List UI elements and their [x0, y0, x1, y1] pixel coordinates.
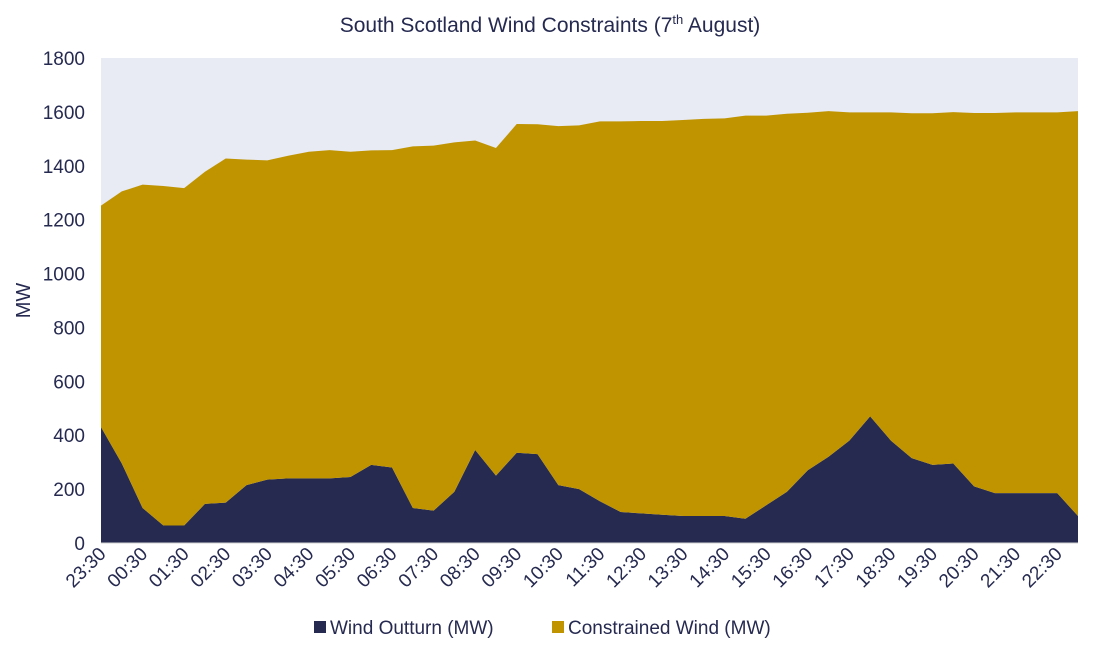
x-tick-label: 19:30 [894, 544, 942, 592]
x-tick-label: 17:30 [810, 544, 858, 592]
x-tick-label: 10:30 [519, 544, 567, 592]
x-tick-label: 15:30 [727, 544, 775, 592]
x-tick-label: 21:30 [977, 544, 1025, 592]
y-tick-label: 1400 [43, 157, 85, 178]
y-axis: 0 200 400 600 800 1000 1200 1400 1600 1800 [43, 49, 85, 555]
y-tick-label: 1800 [43, 49, 85, 70]
area-wind-outturn [101, 416, 1078, 543]
legend-swatch [314, 621, 326, 633]
area-constrained-wind [101, 111, 1078, 526]
x-tick-label: 03:30 [228, 544, 276, 592]
y-tick-label: 1200 [43, 211, 85, 232]
x-tick-label: 06:30 [353, 544, 401, 592]
x-tick-label: 12:30 [603, 544, 651, 592]
legend-label: Wind Outturn (MW) [330, 618, 494, 639]
y-tick-label: 800 [53, 318, 85, 339]
x-tick-label: 07:30 [395, 544, 443, 592]
legend-swatch [552, 621, 564, 633]
x-tick-label: 20:30 [935, 544, 983, 592]
legend: Wind Outturn (MW) Constrained Wind (MW) [314, 618, 771, 639]
area-series-group [101, 111, 1078, 543]
x-axis: 23:3000:3001:3002:3003:3004:3005:3006:30… [62, 542, 1078, 592]
x-tick-label: 16:30 [769, 544, 817, 592]
x-tick-label: 04:30 [270, 544, 318, 592]
y-tick-label: 1000 [43, 265, 85, 286]
x-tick-label: 09:30 [478, 544, 526, 592]
x-tick-label: 01:30 [145, 544, 193, 592]
y-axis-title: MW [13, 283, 35, 319]
y-tick-label: 1600 [43, 103, 85, 124]
y-tick-label: 600 [53, 372, 85, 393]
x-tick-label: 05:30 [312, 544, 360, 592]
x-tick-label: 00:30 [104, 544, 152, 592]
chart-title: South Scotland Wind Constraints (7th Aug… [340, 12, 761, 37]
x-tick-label: 13:30 [644, 544, 692, 592]
x-tick-label: 22:30 [1018, 544, 1066, 592]
y-tick-label: 200 [53, 480, 85, 501]
y-tick-label: 0 [74, 534, 85, 555]
x-tick-label: 02:30 [187, 544, 235, 592]
x-tick-label: 23:30 [62, 544, 110, 592]
y-tick-label: 400 [53, 426, 85, 447]
x-tick-label: 18:30 [852, 544, 900, 592]
x-tick-label: 14:30 [686, 544, 734, 592]
x-tick-label: 11:30 [562, 544, 609, 591]
x-tick-label: 08:30 [436, 544, 484, 592]
legend-label: Constrained Wind (MW) [568, 618, 771, 639]
